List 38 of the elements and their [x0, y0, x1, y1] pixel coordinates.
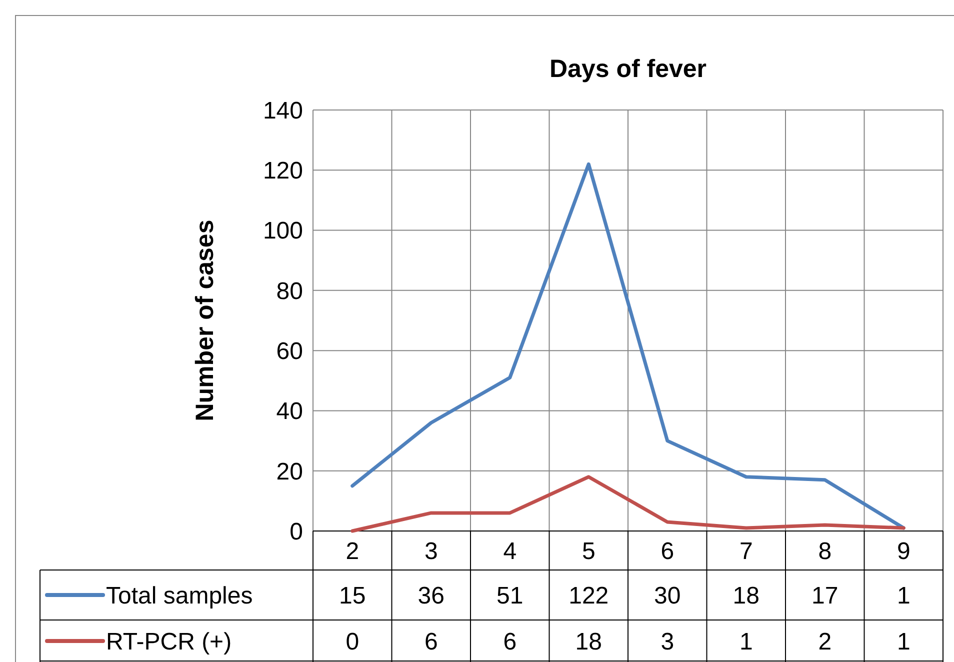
data-label: 18: [575, 628, 602, 656]
data-label: 30: [654, 582, 681, 610]
legend-label: RT-PCR (+): [106, 628, 232, 656]
line-series: [350, 162, 906, 530]
data-label: 0: [346, 628, 360, 656]
data-label: 1: [896, 582, 910, 610]
line-series: [350, 475, 906, 533]
y-axis-title: Number of cases: [191, 220, 219, 422]
y-tick-label: 120: [262, 158, 303, 185]
data-label: 1: [739, 628, 753, 656]
y-tick-label: 140: [262, 97, 303, 124]
data-label: 15: [339, 582, 366, 610]
y-tick-label: 80: [276, 278, 303, 305]
x-tick-label: 2: [346, 538, 360, 565]
x-tick-label: 5: [582, 538, 596, 565]
legend-label: Total samples: [106, 582, 253, 610]
x-tick-label: 7: [739, 538, 753, 565]
data-label: 2: [818, 628, 832, 656]
data-label: 1: [896, 628, 910, 656]
y-tick-label: 100: [262, 218, 303, 245]
data-label: 3: [660, 628, 674, 656]
y-tick-label: 20: [276, 458, 303, 486]
data-label: 6: [424, 628, 438, 656]
data-label: 6: [503, 628, 517, 656]
data-label: 51: [496, 582, 524, 610]
data-label: 36: [418, 582, 444, 610]
x-tick-label: 4: [503, 538, 517, 565]
y-tick-label: 0: [290, 518, 303, 546]
y-tick-label: 40: [276, 398, 303, 426]
chart-title: Days of fever: [549, 55, 707, 83]
x-tick-label: 9: [896, 538, 910, 565]
x-tick-label: 8: [818, 538, 832, 565]
x-tick-label: 6: [660, 538, 674, 565]
data-label: 17: [812, 582, 838, 610]
y-tick-label: 60: [276, 338, 303, 365]
data-label: 122: [568, 582, 609, 610]
x-tick-label: 3: [424, 538, 438, 565]
data-label: 18: [732, 582, 760, 610]
